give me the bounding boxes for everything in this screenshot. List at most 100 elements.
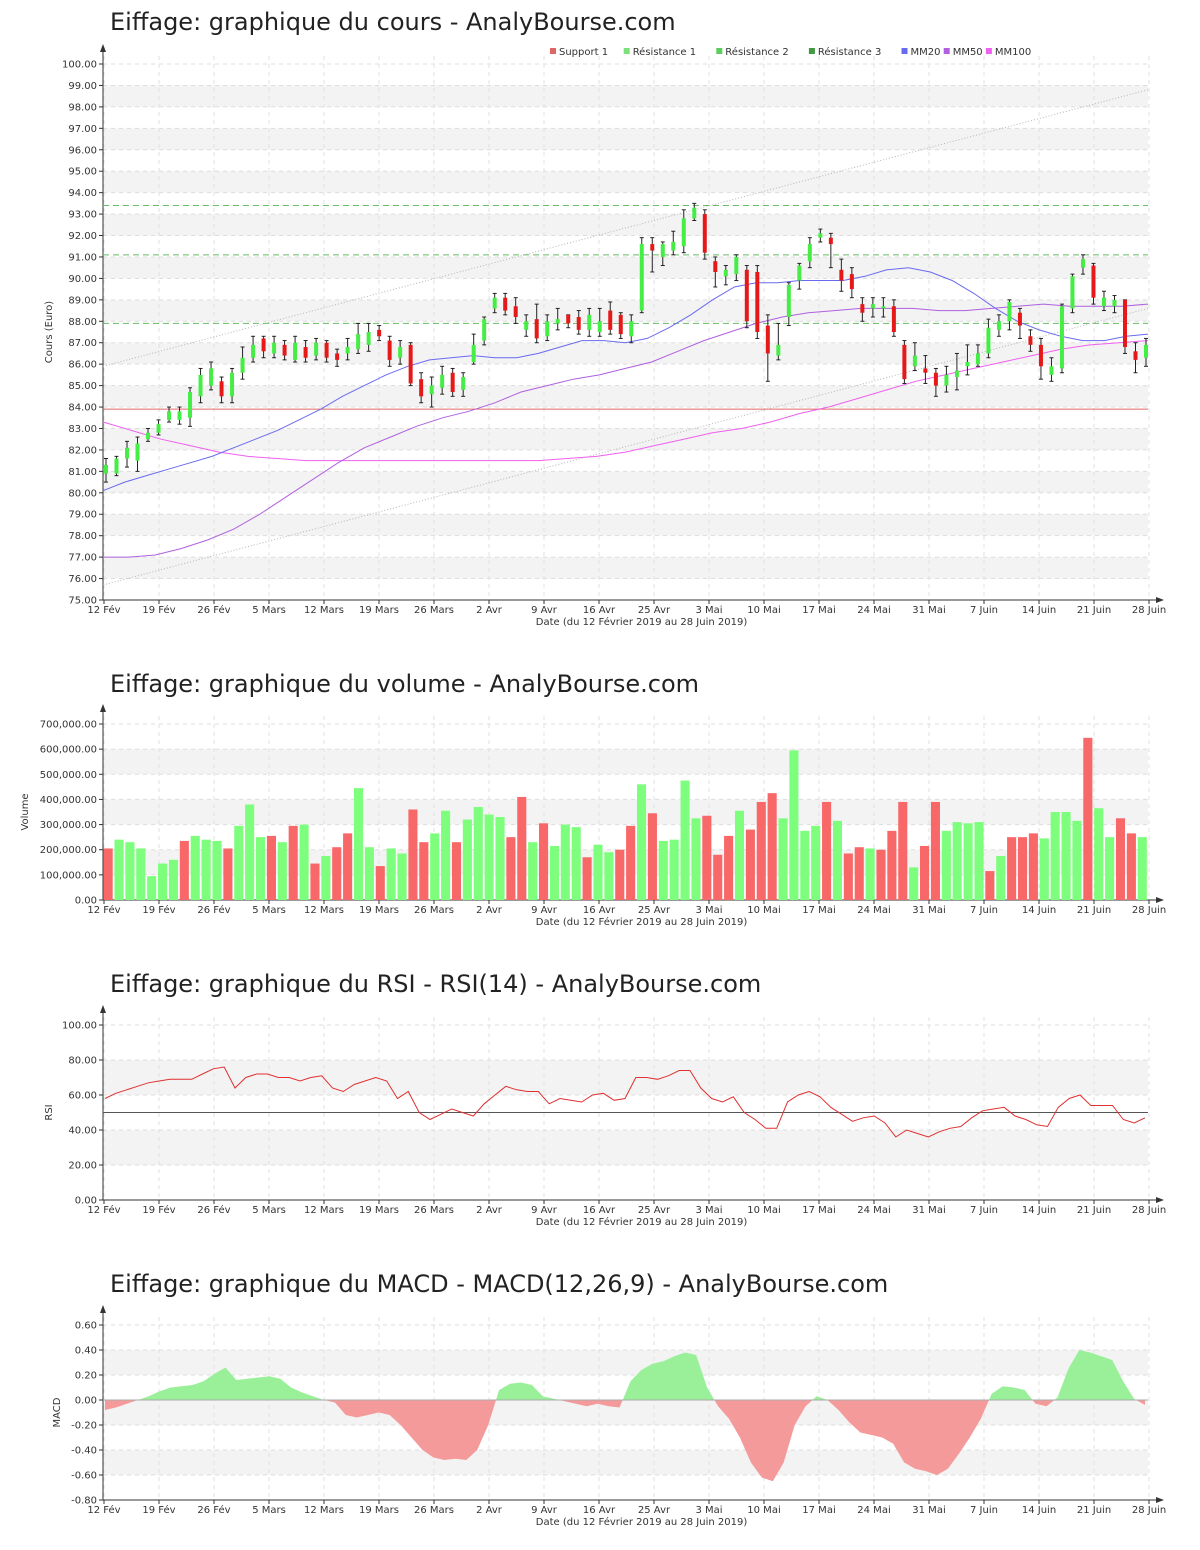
x-tick-label: 3 Mai <box>695 905 722 916</box>
candle-body <box>1101 297 1106 307</box>
grid-band <box>103 557 1148 579</box>
candle-body <box>839 269 844 281</box>
candle-body <box>1070 276 1075 309</box>
y-tick-label: 0.20 <box>75 1371 97 1382</box>
y-tick-label: 78.00 <box>68 531 97 542</box>
volume-bar <box>974 822 984 900</box>
x-tick-label: 5 Mars <box>252 605 286 616</box>
candle-body <box>996 321 1001 330</box>
volume-bar <box>734 810 745 900</box>
candle-body <box>755 271 760 332</box>
y-tick-label: 100.00 <box>62 60 97 71</box>
y-tick-label: 98.00 <box>68 102 97 113</box>
legend-swatch <box>808 48 815 54</box>
volume-bar <box>310 863 320 900</box>
grid-band <box>103 514 1148 536</box>
candle-body <box>471 344 476 363</box>
candle-body <box>419 379 424 397</box>
candle-body <box>986 327 991 354</box>
x-tick-label: 19 Fév <box>142 904 175 916</box>
x-tick-label: 25 Avr <box>638 1505 671 1516</box>
mm20-line <box>102 267 1149 492</box>
candle-body <box>513 306 518 317</box>
x-tick-label: 19 Fév <box>142 604 175 616</box>
candle-body <box>335 353 340 360</box>
volume-bar <box>1094 808 1104 900</box>
y-axis-label: Cours (Euro) <box>44 301 55 364</box>
volume-bar <box>920 845 930 900</box>
candle-body <box>345 347 350 354</box>
grid-band <box>103 1350 1148 1375</box>
macd-negative-area <box>827 1400 989 1475</box>
channel-lower-line <box>102 307 1149 586</box>
y-tick-label: 84.00 <box>68 403 97 414</box>
grid-band <box>103 299 1148 322</box>
macd-negative-area <box>105 1400 138 1410</box>
volume-bar <box>103 848 113 900</box>
rsi-line <box>104 1066 1146 1138</box>
candle-body <box>744 269 749 322</box>
y-axis-arrow <box>100 704 106 712</box>
x-tick-label: 19 Mars <box>359 1505 399 1516</box>
legend-swatch <box>943 48 950 54</box>
macd-positive-area <box>137 1367 324 1400</box>
candle-body <box>891 306 896 332</box>
grid-band <box>103 799 1148 825</box>
y-tick-label: 76.00 <box>68 574 97 585</box>
y-tick-label: 99.00 <box>68 81 97 92</box>
y-tick-label: -0.20 <box>71 1421 97 1432</box>
y-tick-label: 100,000.00 <box>40 870 97 881</box>
volume-bar <box>745 829 755 900</box>
candle-body <box>870 304 875 309</box>
x-tick-label: 2 Avr <box>476 1505 503 1516</box>
grid-band <box>103 849 1148 875</box>
candle-body <box>954 370 959 378</box>
volume-bar <box>811 825 821 900</box>
x-tick-label: 25 Avr <box>638 905 671 916</box>
x-tick-label: 24 Mai <box>857 1505 890 1516</box>
y-tick-label: 300,000.00 <box>40 820 97 831</box>
volume-bar <box>1126 833 1136 900</box>
x-tick-label: 24 Mai <box>857 605 890 616</box>
x-axis-label: Date (du 12 Février 2019 au 28 Juin 2019… <box>536 1516 748 1528</box>
legend-label: MM50 <box>953 47 983 58</box>
candle-body <box>377 329 382 337</box>
volume-bar <box>930 801 940 900</box>
x-tick-label: 7 Juin <box>970 905 998 916</box>
volume-bar <box>114 839 124 900</box>
y-tick-label: 500,000.00 <box>40 770 97 781</box>
macd-negative-area <box>714 1400 813 1482</box>
macd-positive-area <box>812 1396 828 1400</box>
x-tick-label: 12 Mars <box>304 905 344 916</box>
y-tick-label: 90.00 <box>68 274 97 285</box>
volume-bar <box>713 854 723 900</box>
y-tick-label: 0.40 <box>75 1346 97 1357</box>
grid-band <box>103 749 1148 775</box>
chart-title: Eiffage: graphique du RSI - RSI(14) - An… <box>110 970 762 998</box>
candle-body <box>198 374 203 397</box>
volume-bar <box>125 842 135 900</box>
candle-body <box>324 342 329 358</box>
candle-body <box>650 244 655 251</box>
y-tick-label: 100.00 <box>62 1021 97 1032</box>
volume-bar <box>832 820 843 900</box>
y-tick-label: 81.00 <box>68 467 97 478</box>
x-tick-label: 7 Juin <box>970 605 998 616</box>
candle-body <box>398 347 403 358</box>
volume-bar <box>223 848 233 900</box>
y-tick-label: -0.40 <box>71 1446 97 1457</box>
y-tick-label: 97.00 <box>68 124 97 135</box>
x-tick-label: 12 Fév <box>87 604 120 616</box>
candle-body <box>125 447 130 459</box>
volume-bar <box>1115 818 1126 900</box>
y-axis-label: RSI <box>44 1104 55 1120</box>
candle-body <box>429 385 434 395</box>
x-tick-label: 19 Mars <box>359 605 399 616</box>
y-tick-label: 82.00 <box>68 445 97 456</box>
candle-body <box>965 362 970 367</box>
volume-bar <box>353 788 364 900</box>
x-axis-label: Date (du 12 Février 2019 au 28 Juin 2019… <box>536 1216 748 1228</box>
candle-body <box>597 321 602 332</box>
x-tick-label: 19 Fév <box>142 1504 175 1516</box>
x-tick-label: 12 Mars <box>304 1205 344 1216</box>
